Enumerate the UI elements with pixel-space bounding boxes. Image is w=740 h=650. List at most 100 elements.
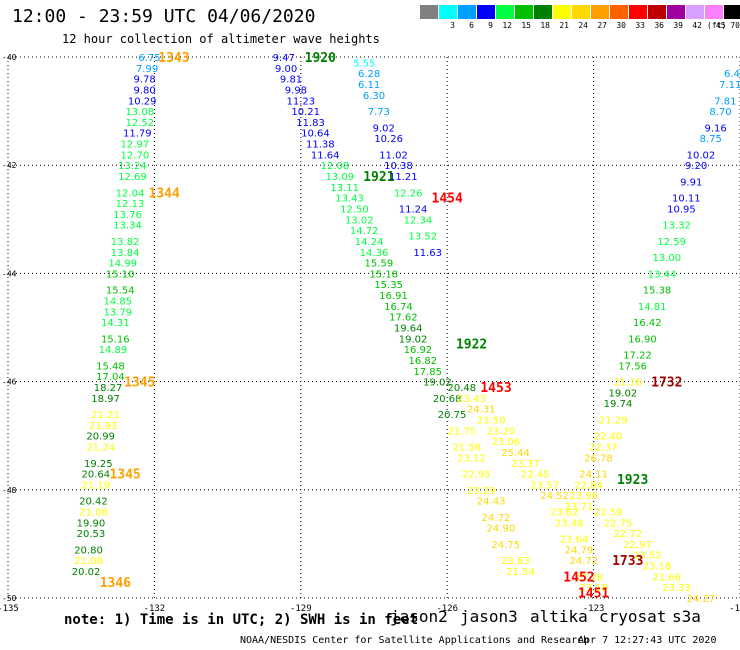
y-tick-label: -46	[2, 378, 17, 387]
wave-height-point: 7.99	[136, 64, 158, 75]
color-legend-labels: 3 6 9 12 15 18 21 24 27 30 33 36 39 42 45 70	[420, 21, 740, 30]
wave-height-point: 11.63	[413, 248, 442, 259]
legend-swatch	[572, 5, 591, 19]
legend-label: 21	[559, 21, 569, 30]
legend-swatch	[458, 5, 477, 19]
wave-height-point: 21.21	[91, 410, 120, 421]
wave-height-point: 21.66	[652, 572, 681, 583]
wave-height-point: 24.43	[477, 497, 506, 508]
wave-height-point: 22.95	[462, 470, 491, 481]
wave-height-point: 13.43	[335, 194, 364, 205]
wave-height-point: 14.99	[108, 259, 137, 270]
legend-swatch	[439, 5, 458, 19]
wave-height-point: 9.00	[275, 64, 297, 75]
wave-height-point: 13.84	[111, 248, 140, 259]
wave-height-point: 23.12	[457, 453, 486, 464]
legend-label: 15	[521, 21, 531, 30]
wave-height-point: 16.82	[408, 356, 437, 367]
legend-label: 27	[597, 21, 607, 30]
wave-height-point: 6.30	[363, 91, 385, 102]
wave-height-point: 23.37	[511, 459, 540, 470]
wave-height-point: 23.06	[491, 437, 520, 448]
note-text: note: 1) Time is in UTC; 2) SWH is in fe…	[64, 612, 419, 628]
wave-height-point: 14.31	[101, 318, 130, 329]
y-tick-label: -50	[2, 594, 17, 603]
x-tick-label: -126	[436, 604, 458, 614]
wave-height-point: 12.59	[657, 237, 686, 248]
wave-height-point: 19.90	[77, 518, 106, 529]
wave-height-point: 9.16	[704, 123, 726, 134]
wave-height-point: 23.63	[501, 556, 530, 567]
wave-height-point: 10.95	[667, 204, 696, 215]
wave-height-point: 22.72	[613, 529, 642, 540]
wave-height-point: 8.70	[709, 107, 731, 118]
wave-height-point: 9.81	[280, 75, 302, 86]
pass-time-label: 1345	[124, 376, 155, 391]
legend-swatch	[629, 5, 648, 19]
wave-height-point: 11.23	[286, 96, 315, 107]
wave-height-point: 23.28	[574, 572, 603, 583]
y-tick-label: -44	[2, 269, 17, 278]
pass-time-label: 1453	[480, 381, 511, 396]
generated-timestamp: Apr 7 12:27:43 UTC 2020	[578, 635, 717, 646]
wave-height-point: 23.33	[662, 583, 691, 594]
wave-height-point: 16.42	[633, 318, 662, 329]
wave-height-point: 24.31	[467, 405, 496, 416]
wave-height-point: 17.85	[413, 367, 442, 378]
legend-label: 45 70	[715, 21, 740, 30]
wave-height-point: 14.36	[360, 248, 389, 259]
wave-height-point: 16.92	[404, 345, 433, 356]
satellite-label-cryosat: cryosat	[599, 607, 667, 626]
wave-height-point: 20.48	[448, 383, 477, 394]
wave-height-point: 19.74	[604, 399, 633, 410]
wave-height-point: 17.62	[389, 313, 418, 324]
wave-height-point: 20.99	[86, 432, 115, 443]
wave-height-point: 14.72	[350, 226, 379, 237]
wave-height-point: 21.19	[82, 480, 111, 491]
wave-height-point: 23.20	[487, 426, 516, 437]
wave-height-point: 20.68	[433, 394, 462, 405]
wave-height-point: 21.58	[452, 443, 481, 454]
legend-label: 42	[692, 21, 702, 30]
wave-height-point: 22.59	[594, 507, 623, 518]
pass-time-label: 1921	[363, 170, 394, 185]
wave-height-point: 24.27	[687, 594, 716, 605]
wave-height-point: 10.64	[301, 129, 330, 140]
wave-height-point: 9.80	[134, 85, 156, 96]
wave-height-point: 9.20	[685, 161, 707, 172]
wave-height-point: 12.97	[121, 140, 150, 151]
wave-height-point: 15.10	[106, 269, 135, 280]
wave-height-point: 20.80	[74, 545, 103, 556]
wave-height-point: 12.04	[116, 188, 145, 199]
wave-height-point: 10.11	[672, 194, 701, 205]
wave-height-point: 24.90	[487, 524, 516, 535]
legend-label: 30	[616, 21, 626, 30]
y-tick-label: -48	[2, 486, 17, 495]
wave-height-point: 21.29	[599, 415, 628, 426]
wave-height-point: 9.91	[680, 177, 702, 188]
wave-height-point: 20.02	[72, 567, 101, 578]
wave-height-point: 24.72	[482, 513, 511, 524]
y-tick-label: -40	[2, 53, 17, 62]
wave-height-point: 19.25	[84, 459, 113, 470]
wave-height-point: 16.91	[379, 291, 408, 302]
wave-height-point: 19.64	[394, 324, 423, 335]
wave-height-point: 8.75	[700, 134, 722, 145]
pass-time-label: 1452	[563, 570, 594, 585]
wave-height-point: 19.02	[423, 378, 452, 389]
wave-height-point: 13.02	[345, 215, 374, 226]
wave-height-point: 21.54	[506, 567, 535, 578]
x-tick-label: -129	[290, 604, 312, 614]
wave-height-point: 7.73	[368, 107, 390, 118]
wave-height-point: 10.29	[128, 96, 157, 107]
color-legend-unit: (ft)	[707, 21, 727, 30]
wave-height-point: 18.27	[94, 383, 123, 394]
x-tick-label: -120	[729, 604, 740, 614]
wave-height-point: 13.09	[326, 172, 355, 183]
wave-height-point: 24.72	[570, 556, 599, 567]
chart-subtitle: 12 hour collection of altimeter wave hei…	[62, 32, 380, 46]
legend-swatch	[477, 5, 496, 19]
wave-height-point: 12.13	[116, 199, 145, 210]
wave-height-point: 21.24	[86, 443, 115, 454]
